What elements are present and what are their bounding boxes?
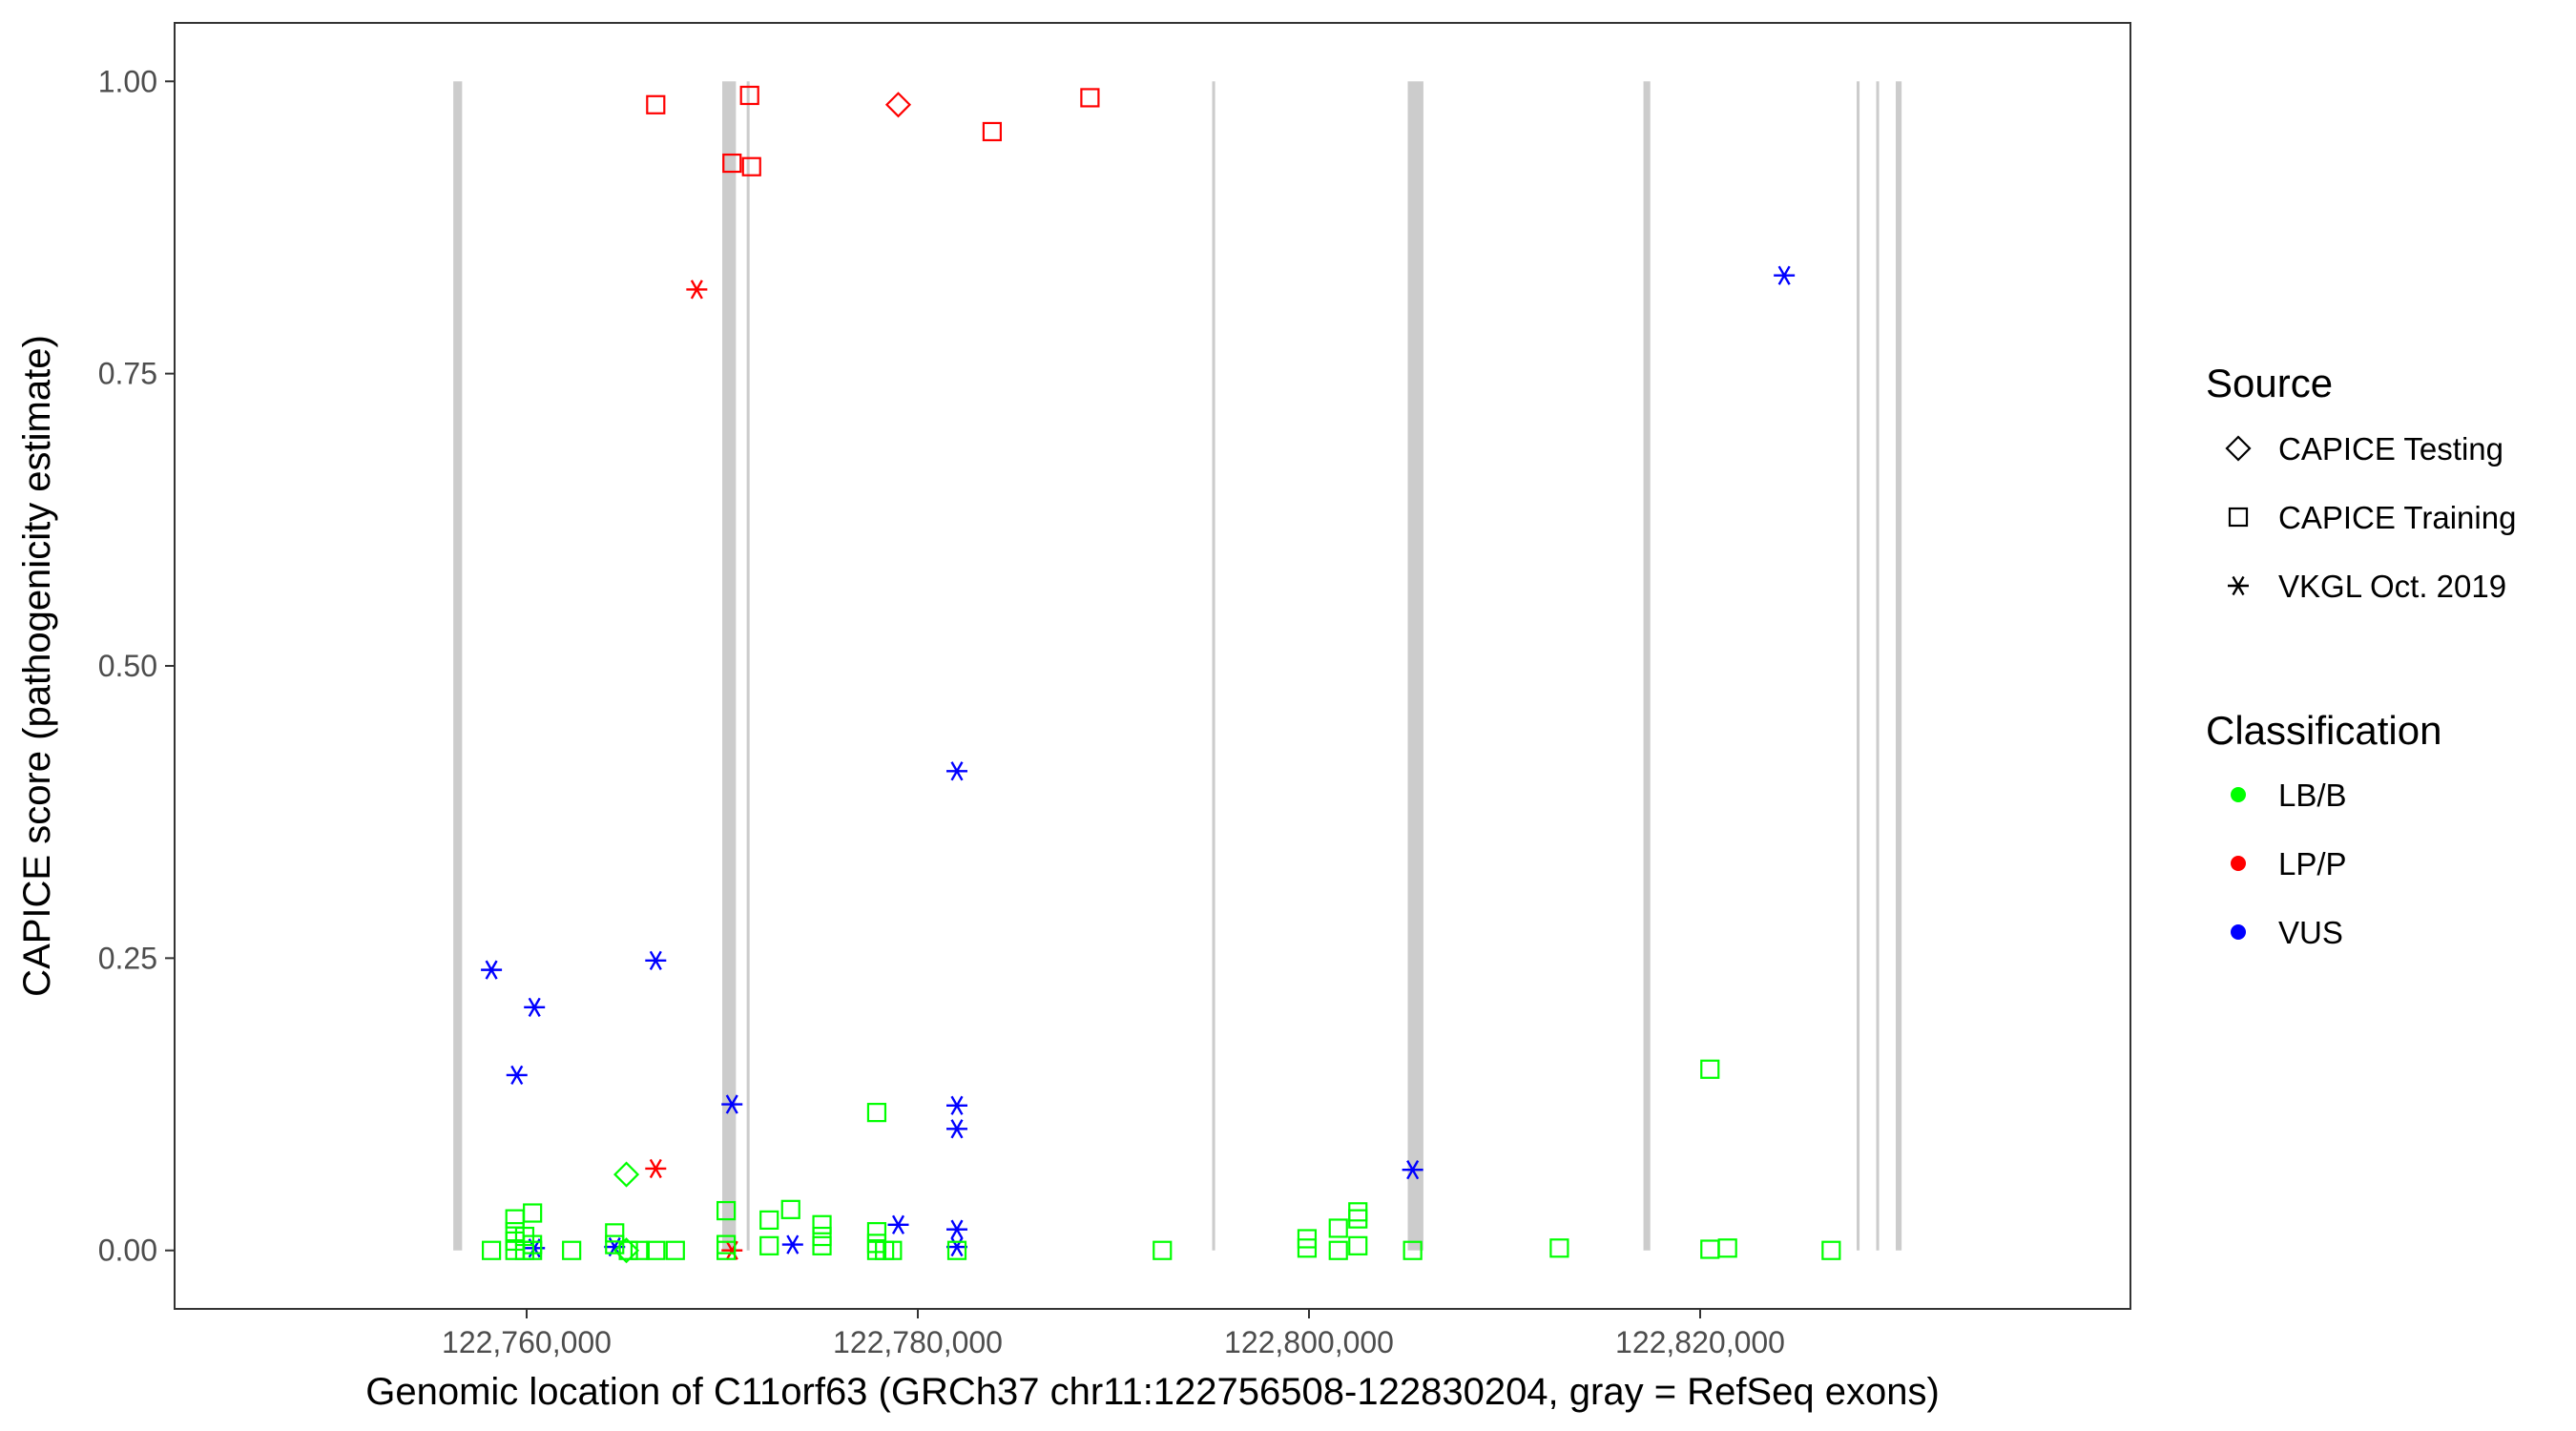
legend-key-diamond <box>2225 435 2252 462</box>
data-point <box>1774 265 1796 285</box>
x-axis-label: Genomic location of C11orf63 (GRCh37 chr… <box>365 1371 1940 1413</box>
exon-band <box>1407 81 1423 1251</box>
legend-label-classification: LB/B <box>2278 778 2347 813</box>
data-point <box>946 1095 967 1115</box>
data-point <box>645 950 667 970</box>
data-point <box>646 1240 666 1260</box>
data-point <box>759 1235 779 1255</box>
legend-title-classification: Classification <box>2206 708 2441 753</box>
data-point <box>1153 1240 1173 1260</box>
data-point <box>605 1234 625 1255</box>
data-point <box>630 1240 651 1260</box>
legend-key-dot <box>2231 856 2246 871</box>
data-point <box>884 92 912 118</box>
data-point <box>562 1240 582 1260</box>
data-point <box>523 1240 543 1260</box>
legend-title-source: Source <box>2206 361 2333 405</box>
legend-key-dot <box>2231 924 2246 940</box>
data-point <box>645 1158 667 1179</box>
exon-band <box>1876 81 1880 1251</box>
data-point <box>812 1235 832 1255</box>
legend-label-classification: VUS <box>2278 915 2343 950</box>
legend-label-classification: LP/P <box>2278 846 2347 881</box>
data-point <box>759 1210 779 1230</box>
data-point <box>1717 1238 1737 1258</box>
data-point <box>1328 1240 1348 1260</box>
exon-band <box>453 81 463 1251</box>
x-tick-label: 122,780,000 <box>833 1325 1003 1359</box>
data-point <box>506 1065 528 1086</box>
data-point <box>686 280 708 300</box>
data-point <box>618 1240 638 1260</box>
data-point <box>866 1222 887 1242</box>
data-point <box>665 1240 685 1260</box>
data-point <box>1700 1059 1720 1079</box>
y-tick-label: 0.50 <box>98 649 157 683</box>
x-tick-label: 122,800,000 <box>1224 1325 1394 1359</box>
exon-band <box>746 81 750 1251</box>
data-point <box>613 1161 640 1188</box>
y-tick-label: 0.75 <box>98 357 157 391</box>
data-point <box>1402 1160 1423 1180</box>
x-axis: 122,760,000 122,780,000 122,800,000 122,820… <box>442 1309 1785 1359</box>
data-point <box>866 1103 887 1123</box>
exon-band <box>1212 81 1215 1251</box>
exon-band <box>1857 81 1860 1251</box>
data-point <box>887 1214 909 1234</box>
data-points <box>481 85 1841 1264</box>
data-point <box>1348 1209 1368 1229</box>
data-point <box>946 1219 967 1239</box>
exon-band <box>722 81 737 1251</box>
y-tick-label: 1.00 <box>98 64 157 98</box>
data-point <box>721 1094 743 1114</box>
x-tick-label: 122,820,000 <box>1615 1325 1785 1359</box>
legend-key-square <box>2228 507 2249 528</box>
data-point <box>646 94 666 114</box>
data-point <box>716 1200 737 1221</box>
data-point <box>946 1119 967 1139</box>
legend-label-source: VKGL Oct. 2019 <box>2278 569 2506 604</box>
data-point <box>812 1214 832 1234</box>
data-point <box>722 153 742 174</box>
y-axis-label: CAPICE score (pathogenicity estimate) <box>16 335 58 997</box>
data-point <box>946 761 967 781</box>
data-point <box>982 121 1003 142</box>
data-point <box>482 1240 502 1260</box>
data-point <box>605 1223 625 1243</box>
legend-label-source: CAPICE Testing <box>2278 431 2503 467</box>
exon-bands <box>453 81 1902 1251</box>
legend-label-source: CAPICE Training <box>2278 500 2516 535</box>
legend: Source CAPICE Testing CAPICE Training VKGL … <box>2206 361 2516 950</box>
data-point <box>1328 1218 1348 1238</box>
legend-key-dot <box>2231 787 2246 802</box>
exon-band <box>1643 81 1651 1251</box>
data-point <box>1821 1240 1841 1260</box>
x-tick-label: 122,760,000 <box>442 1325 612 1359</box>
data-point <box>1402 1240 1423 1260</box>
data-point <box>741 156 761 176</box>
data-point <box>1348 1235 1368 1255</box>
data-point <box>524 997 546 1017</box>
data-point <box>883 1240 903 1260</box>
data-point <box>780 1199 800 1219</box>
data-point <box>1080 88 1100 108</box>
y-axis: 0.00 0.25 0.50 0.75 1.00 <box>98 64 175 1268</box>
data-point <box>781 1234 803 1255</box>
data-point <box>481 960 503 980</box>
y-tick-label: 0.00 <box>98 1234 157 1268</box>
data-point <box>1297 1238 1318 1258</box>
exon-band <box>1896 81 1902 1251</box>
data-point <box>739 85 759 106</box>
legend-key-asterisk <box>2228 575 2249 596</box>
data-point <box>1549 1238 1569 1258</box>
data-point <box>505 1209 525 1229</box>
data-point <box>716 1240 737 1260</box>
data-point <box>946 1240 967 1260</box>
y-tick-label: 0.25 <box>98 941 157 975</box>
